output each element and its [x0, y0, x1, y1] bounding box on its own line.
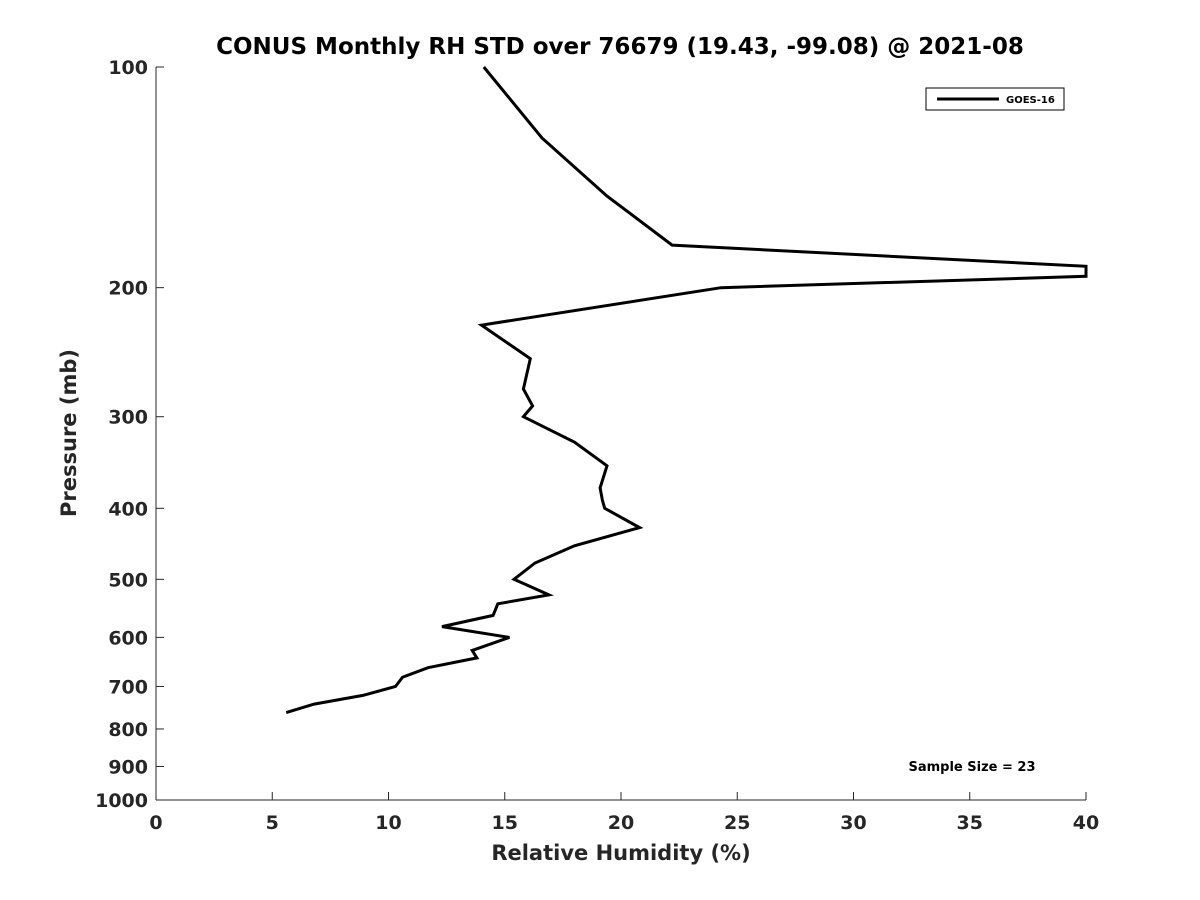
y-tick-label: 600	[108, 627, 148, 649]
x-tick-label: 20	[608, 812, 634, 834]
legend: GOES-16	[925, 87, 1065, 111]
y-tick-label: 700	[108, 676, 148, 698]
x-tick-label: 25	[724, 812, 750, 834]
y-ticks: 100 200 300 400 500 600 700 800 900 1000	[95, 57, 164, 812]
y-tick-label: 300	[108, 407, 148, 429]
sample-size-annotation: Sample Size = 23	[908, 760, 1035, 775]
x-tick-label: 5	[266, 812, 279, 834]
x-axis-label: Relative Humidity (%)	[491, 841, 750, 865]
series-line-goes-16	[285, 66, 1088, 715]
y-tick-label: 1000	[95, 790, 148, 812]
x-tick-label: 10	[375, 812, 401, 834]
y-tick-label: 800	[108, 719, 148, 741]
y-tick-label: 900	[108, 756, 148, 778]
y-tick-label: 200	[108, 278, 148, 300]
x-ticks: 0 5 10 15 20 25 30 35 40	[149, 792, 1099, 834]
x-tick-label: 15	[492, 812, 518, 834]
x-tick-label: 40	[1073, 812, 1099, 834]
x-tick-label: 30	[840, 812, 866, 834]
legend-label-goes-16: GOES-16	[1006, 95, 1055, 106]
y-tick-label: 100	[108, 57, 148, 79]
y-tick-label: 400	[108, 498, 148, 520]
x-tick-label: 0	[149, 812, 162, 834]
y-tick-label: 500	[108, 569, 148, 591]
x-tick-label: 35	[957, 812, 983, 834]
series-group	[285, 66, 1088, 715]
y-axis-label: Pressure (mb)	[57, 349, 81, 517]
chart-title: CONUS Monthly RH STD over 76679 (19.43, …	[216, 34, 1024, 60]
